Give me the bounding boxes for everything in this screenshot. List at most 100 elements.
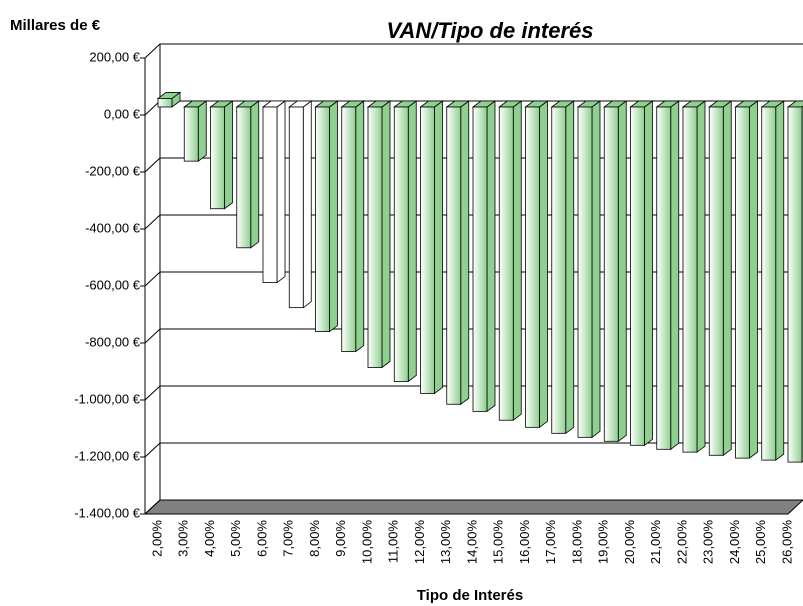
- bar-front: [525, 106, 540, 428]
- x-tick-label: 8,00%: [307, 520, 322, 557]
- bar-front: [498, 106, 514, 421]
- bar: [288, 100, 313, 309]
- bar-front: [472, 106, 488, 412]
- bar: [734, 100, 759, 459]
- bar-side: [722, 100, 732, 457]
- x-tick-label: 5,00%: [228, 520, 243, 557]
- bar-front: [393, 106, 409, 382]
- y-axis-title: Millares de €: [10, 17, 101, 34]
- bar-front: [315, 106, 330, 332]
- bar-side: [617, 100, 627, 443]
- bar: [576, 100, 602, 439]
- x-tick-label: 22,00%: [674, 520, 689, 565]
- grid-line: [144, 442, 803, 458]
- x-tick-label: 16,00%: [517, 520, 532, 565]
- floor: [143, 499, 803, 515]
- x-tick-label: 10,00%: [359, 520, 374, 565]
- bar-front: [551, 106, 567, 434]
- bar: [760, 100, 785, 461]
- y-tick-label: -600,00 €: [85, 277, 141, 292]
- bar-side: [775, 100, 785, 461]
- x-tick-label: 23,00%: [701, 520, 716, 565]
- y-tick-label: -400,00 €: [85, 220, 141, 235]
- bar-front: [420, 106, 435, 394]
- x-tick-label: 7,00%: [281, 520, 296, 557]
- bar: [786, 100, 803, 463]
- bar: [261, 100, 287, 284]
- bar-front: [210, 106, 225, 210]
- x-axis-title: Tipo de Interés: [417, 587, 523, 604]
- bar-side: [302, 100, 312, 309]
- bar-side: [670, 100, 680, 451]
- x-tick-label: 9,00%: [333, 520, 348, 557]
- y-tick-label: -800,00 €: [85, 334, 141, 349]
- bar-side: [276, 100, 286, 284]
- bar-front: [603, 106, 619, 442]
- bar-side: [644, 100, 653, 447]
- bar: [314, 100, 339, 333]
- x-tick-label: 26,00%: [779, 520, 794, 565]
- bar-side: [407, 100, 417, 383]
- bar: [366, 100, 392, 369]
- bar-side: [381, 100, 391, 369]
- bar: [393, 100, 418, 383]
- bar-front: [367, 106, 383, 368]
- y-tick-label: -1.200,00 €: [74, 448, 141, 463]
- bar-front: [577, 106, 593, 438]
- bar-side: [460, 100, 470, 406]
- bar: [524, 100, 549, 429]
- bar-front: [341, 106, 357, 352]
- bar-side: [434, 100, 443, 395]
- x-tick-label: 12,00%: [412, 520, 427, 565]
- y-tick-label: 200,00 €: [89, 49, 140, 64]
- y-tick-label: 0,00 €: [104, 106, 141, 121]
- bar: [498, 100, 523, 422]
- x-tick-label: 18,00%: [569, 520, 584, 565]
- x-tick-label: 15,00%: [491, 520, 506, 565]
- bar-front: [682, 106, 698, 453]
- x-tick-label: 13,00%: [438, 520, 453, 565]
- x-tick-label: 6,00%: [254, 520, 269, 557]
- bar-side: [250, 100, 260, 249]
- bar-side: [512, 100, 522, 422]
- bar-side: [696, 100, 706, 453]
- bar: [655, 100, 680, 451]
- grid-line: [144, 499, 803, 515]
- x-tick-label: 2,00%: [149, 520, 164, 557]
- bar-side: [749, 100, 758, 459]
- bar-top: [786, 100, 803, 108]
- chart-title: VAN/Tipo de interés: [386, 18, 593, 43]
- y-tick-label: -1.000,00 €: [74, 391, 141, 406]
- bar-front: [262, 106, 278, 283]
- x-tick-label: 4,00%: [202, 520, 217, 557]
- bar-front: [761, 106, 777, 461]
- bar-front: [183, 106, 199, 162]
- bar-front: [157, 98, 173, 108]
- x-tick-label: 21,00%: [648, 520, 663, 565]
- bar: [340, 100, 365, 353]
- bar: [445, 100, 470, 406]
- y-tick-label: -200,00 €: [85, 163, 141, 178]
- bar-side: [565, 100, 575, 435]
- bar: [235, 100, 260, 249]
- y-tick-label: -1.400,00 €: [74, 505, 141, 520]
- x-tick-label: 11,00%: [386, 520, 401, 564]
- bar: [471, 100, 497, 413]
- x-tick-label: 14,00%: [464, 520, 479, 565]
- x-tick-label: 17,00%: [543, 520, 558, 565]
- bar-front: [708, 106, 724, 456]
- bar-front: [236, 106, 252, 249]
- bar: [156, 91, 182, 108]
- bar-side: [355, 100, 365, 353]
- x-tick-label: 25,00%: [753, 520, 768, 565]
- bar-front: [630, 106, 645, 446]
- bar: [550, 100, 575, 435]
- x-tick-label: 3,00%: [176, 520, 191, 557]
- bar: [708, 100, 733, 457]
- bar-side: [539, 100, 548, 429]
- bar: [603, 100, 628, 443]
- grid-line: [144, 43, 803, 59]
- x-tick-label: 24,00%: [727, 520, 742, 565]
- bar-side: [197, 100, 207, 162]
